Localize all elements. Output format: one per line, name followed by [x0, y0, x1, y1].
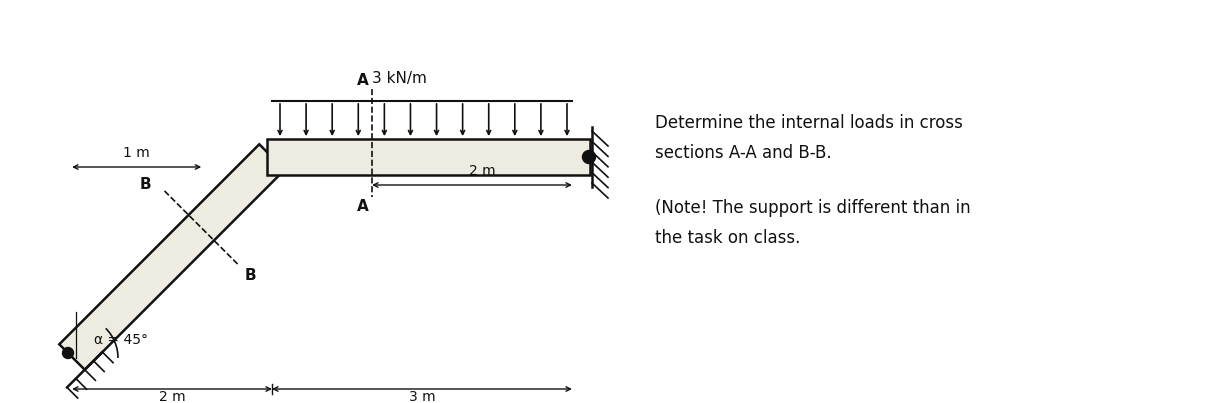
Circle shape — [583, 150, 595, 164]
Text: A: A — [358, 73, 368, 88]
Polygon shape — [267, 139, 590, 175]
Text: 3 kN/m: 3 kN/m — [372, 71, 427, 86]
Circle shape — [63, 347, 74, 359]
Text: Determine the internal loads in cross: Determine the internal loads in cross — [654, 114, 962, 132]
Text: the task on class.: the task on class. — [654, 229, 800, 247]
Text: sections A-A and B-B.: sections A-A and B-B. — [654, 144, 831, 162]
Text: A: A — [358, 199, 368, 214]
Polygon shape — [59, 144, 285, 370]
Text: 3 m: 3 m — [408, 390, 435, 403]
Text: 2 m: 2 m — [159, 390, 185, 403]
Text: 1 m: 1 m — [124, 146, 150, 160]
Text: B: B — [245, 268, 257, 283]
Text: 2 m: 2 m — [469, 164, 496, 178]
Text: α = 45°: α = 45° — [95, 333, 148, 347]
Text: B: B — [139, 177, 152, 192]
Text: (Note! The support is different than in: (Note! The support is different than in — [654, 199, 971, 217]
